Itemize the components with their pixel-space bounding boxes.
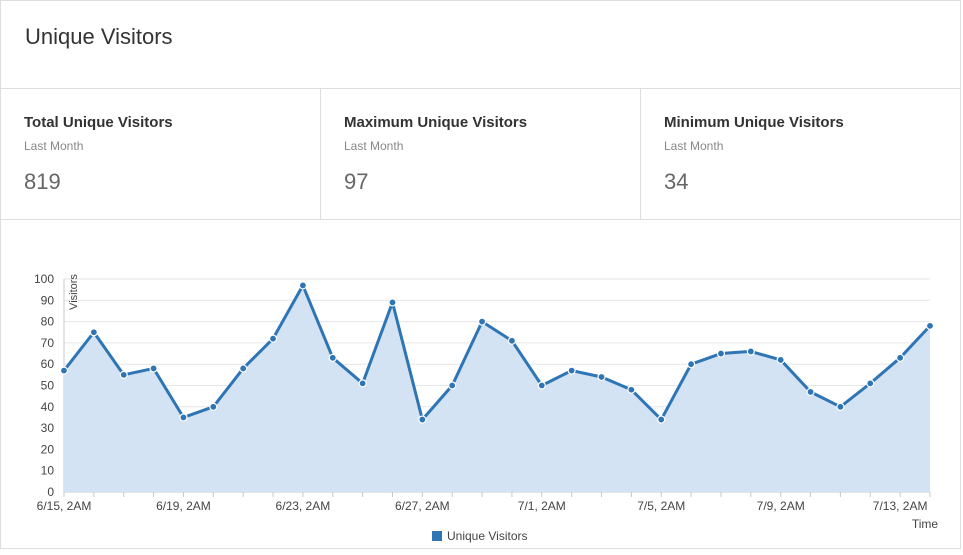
x-tick-label: 6/15, 2AM bbox=[37, 499, 92, 513]
x-tick-label: 7/1, 2AM bbox=[518, 499, 566, 513]
y-tick-label: 0 bbox=[47, 485, 54, 499]
x-tick-label: 6/19, 2AM bbox=[156, 499, 211, 513]
stat-value: 34 bbox=[664, 169, 689, 194]
data-point bbox=[776, 355, 785, 365]
data-point bbox=[239, 364, 248, 373]
data-point bbox=[836, 402, 845, 411]
legend-label: Unique Visitors bbox=[447, 529, 527, 543]
data-point bbox=[687, 360, 696, 369]
data-point bbox=[477, 317, 487, 326]
page-title: Unique Visitors bbox=[25, 24, 173, 49]
data-point bbox=[418, 415, 427, 424]
stat-value: 819 bbox=[24, 169, 61, 194]
stat-minimum: Minimum Unique Visitors Last Month 34 bbox=[641, 89, 960, 219]
data-point bbox=[716, 349, 726, 358]
data-point bbox=[448, 381, 457, 390]
x-tick-label: 6/23, 2AM bbox=[276, 499, 331, 513]
stats-row: Total Unique Visitors Last Month 819 Max… bbox=[1, 89, 960, 220]
y-tick-label: 70 bbox=[41, 336, 55, 350]
data-point bbox=[567, 366, 576, 375]
data-point bbox=[925, 321, 935, 330]
data-point bbox=[597, 372, 606, 382]
data-point bbox=[59, 366, 69, 375]
data-point bbox=[298, 281, 307, 290]
data-point bbox=[149, 364, 158, 373]
y-tick-label: 80 bbox=[41, 315, 55, 329]
stat-value: 97 bbox=[344, 169, 369, 194]
x-tick-label: 7/13, 2AM bbox=[873, 499, 928, 513]
data-point bbox=[746, 347, 755, 356]
y-tick-label: 40 bbox=[41, 400, 55, 414]
data-point bbox=[507, 336, 517, 345]
stat-period: Last Month bbox=[344, 139, 404, 153]
y-axis-label: Visitors bbox=[68, 274, 80, 310]
visitors-chart: 0 10 20 30 40 50 60 70 80 90 100 Visitors 6/15, 2AM 6… bbox=[34, 272, 939, 543]
data-point bbox=[209, 402, 218, 411]
y-tick-label: 10 bbox=[41, 464, 55, 478]
x-tick-label: 6/27, 2AM bbox=[395, 499, 450, 513]
x-tick-label: 7/5, 2AM bbox=[637, 499, 685, 513]
stat-label: Total Unique Visitors bbox=[24, 114, 173, 131]
y-tick-label: 50 bbox=[41, 379, 55, 393]
data-point bbox=[119, 370, 128, 379]
stat-label: Minimum Unique Visitors bbox=[664, 114, 844, 131]
data-point bbox=[657, 415, 666, 424]
data-point bbox=[328, 353, 337, 362]
data-point bbox=[179, 413, 188, 422]
stat-total: Total Unique Visitors Last Month 819 bbox=[1, 89, 321, 219]
stat-maximum: Maximum Unique Visitors Last Month 97 bbox=[321, 89, 641, 219]
stat-period: Last Month bbox=[24, 139, 84, 153]
y-tick-label: 90 bbox=[41, 293, 55, 307]
data-point bbox=[388, 298, 397, 307]
panel-header: Unique Visitors bbox=[1, 1, 960, 89]
data-point bbox=[806, 387, 815, 396]
x-axis-label: Time bbox=[912, 517, 939, 531]
y-tick-label: 60 bbox=[41, 357, 55, 371]
legend-swatch bbox=[432, 531, 442, 541]
series-area bbox=[64, 285, 930, 492]
data-point bbox=[89, 328, 98, 337]
data-point bbox=[896, 353, 905, 362]
data-point bbox=[268, 334, 278, 343]
data-point bbox=[866, 379, 875, 388]
data-point bbox=[358, 379, 367, 388]
stat-label: Maximum Unique Visitors bbox=[344, 114, 528, 131]
y-tick-label: 100 bbox=[34, 272, 54, 286]
data-point bbox=[627, 385, 636, 394]
x-tick-label: 7/9, 2AM bbox=[757, 499, 805, 513]
y-tick-label: 30 bbox=[41, 421, 55, 435]
stat-period: Last Month bbox=[664, 139, 724, 153]
series-line bbox=[62, 283, 932, 422]
y-tick-label: 20 bbox=[41, 442, 55, 456]
chart-area: 0 10 20 30 40 50 60 70 80 90 100 Visitors 6/15, 2AM 6… bbox=[1, 221, 962, 550]
data-point bbox=[537, 381, 546, 390]
